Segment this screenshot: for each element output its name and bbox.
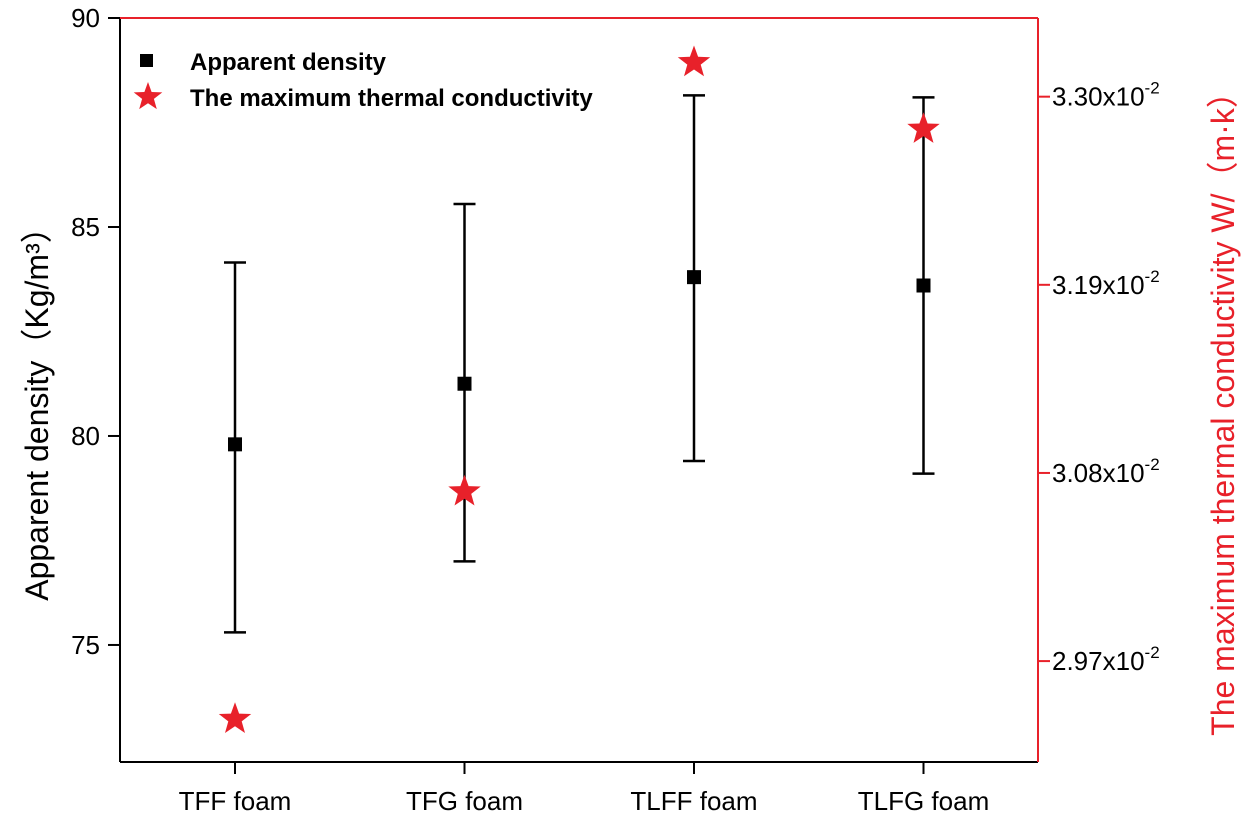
right-tick-mantissa: 3.08x10 bbox=[1052, 458, 1145, 488]
x-axis-ticks: TFF foam TFG foam TLFF foam TLFG foam bbox=[179, 762, 989, 816]
density-point bbox=[228, 437, 242, 452]
x-tick-label: TLFF foam bbox=[630, 786, 757, 816]
right-tick-label: 3.30x10-2 bbox=[1052, 79, 1160, 112]
right-tick-exponent: -2 bbox=[1145, 455, 1160, 474]
right-tick-mantissa: 3.19x10 bbox=[1052, 270, 1145, 300]
right-tick-label: 3.08x10-2 bbox=[1052, 455, 1160, 488]
right-tick-exponent: -2 bbox=[1145, 267, 1160, 286]
density-point bbox=[457, 376, 472, 391]
left-axis-title-main: Apparent density bbox=[19, 361, 55, 601]
left-tick-label: 85 bbox=[71, 212, 100, 242]
right-axis-ticks: 2.97x10-23.08x10-23.19x10-23.30x10-2 bbox=[1038, 79, 1160, 676]
right-tick-mantissa: 3.30x10 bbox=[1052, 82, 1145, 112]
density-points bbox=[228, 270, 931, 452]
right-tick-label: 3.19x10-2 bbox=[1052, 267, 1160, 300]
left-tick-label: 90 bbox=[71, 3, 100, 33]
right-tick-label: 2.97x10-2 bbox=[1052, 643, 1160, 676]
legend-square-marker bbox=[140, 54, 153, 67]
error-bars bbox=[224, 94, 935, 634]
density-point bbox=[687, 270, 701, 285]
legend: Apparent density The maximum thermal con… bbox=[133, 49, 593, 112]
x-tick-label: TFG foam bbox=[406, 786, 523, 816]
conductivity-point bbox=[907, 112, 940, 143]
legend-star-marker bbox=[133, 82, 163, 110]
conductivity-point bbox=[218, 702, 252, 733]
left-tick-label: 75 bbox=[71, 630, 100, 660]
conductivity-point bbox=[677, 45, 711, 77]
right-tick-exponent: -2 bbox=[1145, 643, 1160, 662]
density-point bbox=[916, 278, 931, 293]
left-axis-title: Apparent density（Kg/m³） bbox=[19, 211, 55, 601]
left-tick-label: 80 bbox=[71, 421, 100, 451]
left-axis-ticks: 75 80 85 90 bbox=[71, 3, 120, 660]
x-tick-label: TLFG foam bbox=[858, 786, 989, 816]
legend-label-conductivity: The maximum thermal conductivity bbox=[190, 85, 593, 112]
conductivity-point bbox=[448, 474, 481, 506]
left-axis-title-unit: （Kg/m³） bbox=[19, 211, 55, 360]
x-tick-label: TFF foam bbox=[179, 786, 292, 816]
right-tick-mantissa: 2.97x10 bbox=[1052, 646, 1145, 676]
conductivity-points bbox=[218, 45, 940, 733]
legend-label-density: Apparent density bbox=[190, 49, 387, 76]
right-tick-exponent: -2 bbox=[1145, 79, 1160, 98]
right-axis-title: The maximum thermal conductivity W/（m·k） bbox=[1205, 76, 1241, 736]
